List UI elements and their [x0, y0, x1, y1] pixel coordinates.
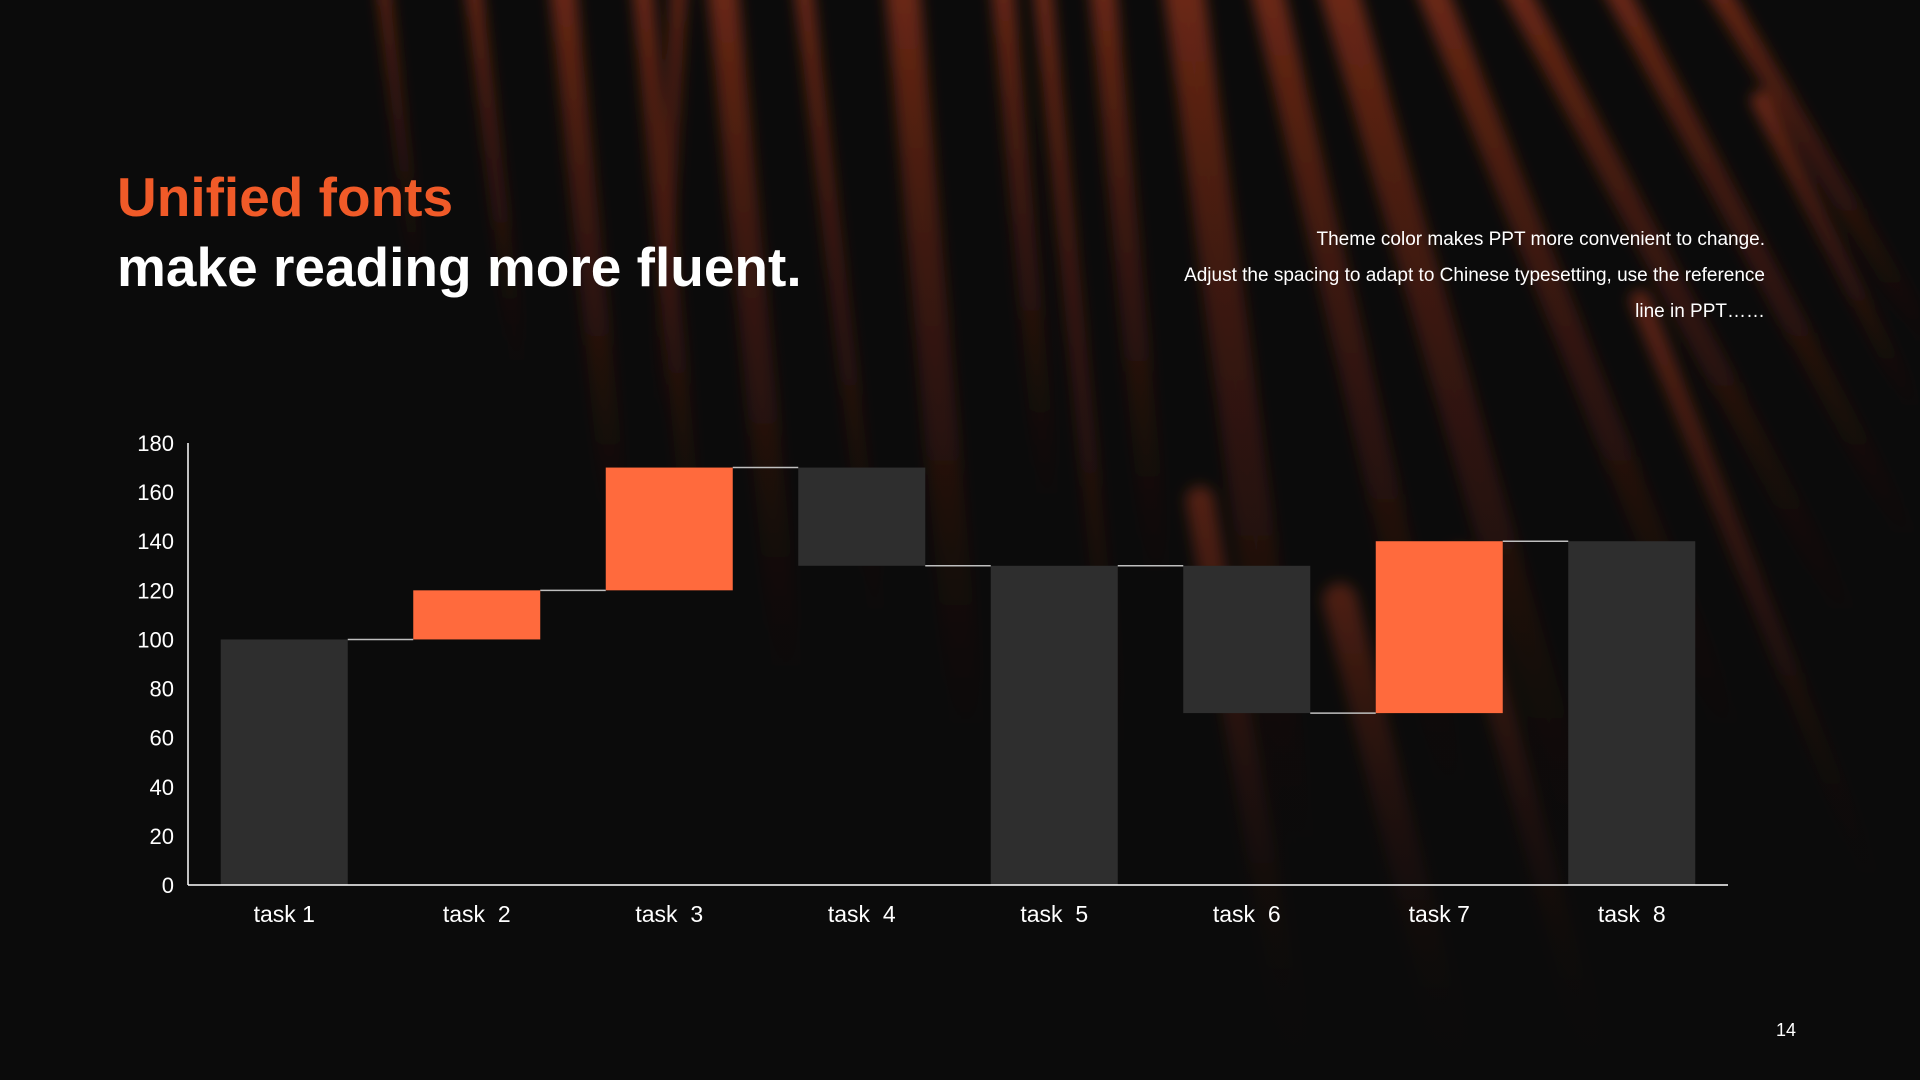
bar-decrease [798, 467, 926, 566]
y-tick-label: 160 [137, 480, 174, 505]
bar-decrease [1183, 565, 1311, 714]
y-tick-label: 0 [162, 873, 174, 898]
x-tick-label: task 6 [1213, 901, 1281, 927]
x-tick-label: task 3 [635, 901, 703, 927]
description-line-3: line in PPT…… [1635, 301, 1765, 322]
description: Theme color makes PPT more convenient to… [1105, 222, 1765, 330]
x-tick-label: task 7 [1409, 901, 1470, 927]
bar-total [220, 639, 348, 885]
y-tick-label: 140 [137, 529, 174, 554]
page-number: 14 [1776, 1020, 1797, 1040]
x-tick-label: task 5 [1020, 901, 1088, 927]
bar-total [990, 565, 1118, 885]
y-tick-label: 100 [137, 627, 174, 652]
y-tick-label: 60 [150, 726, 174, 751]
bar-increase [605, 467, 733, 591]
y-tick-label: 20 [150, 824, 174, 849]
x-tick-label: task 4 [828, 901, 896, 927]
title-main: make reading more fluent. [117, 236, 802, 298]
bar-total [1568, 541, 1696, 885]
x-tick-label: task 8 [1598, 901, 1666, 927]
y-tick-label: 40 [150, 775, 174, 800]
y-tick-label: 120 [137, 578, 174, 603]
title-accent: Unified fonts [117, 166, 454, 228]
x-tick-label: task 2 [443, 901, 511, 927]
bar-increase [413, 590, 541, 640]
x-tick-label: task 1 [254, 901, 315, 927]
description-line-2: Adjust the spacing to adapt to Chinese t… [1184, 265, 1765, 286]
y-tick-label: 80 [150, 677, 174, 702]
y-tick-label: 180 [137, 431, 174, 456]
description-line-1: Theme color makes PPT more convenient to… [1316, 229, 1766, 250]
bar-increase [1375, 541, 1503, 714]
